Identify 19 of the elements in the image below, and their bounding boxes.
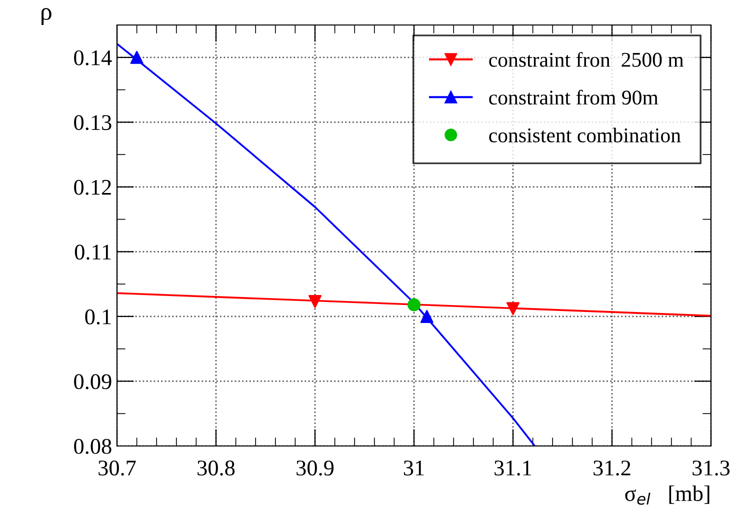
x-tick-label: 30.8 bbox=[198, 460, 235, 476]
text: σ$_{el}$ [mb] bbox=[625, 485, 710, 505]
y-tick-label: 0.11 bbox=[74, 244, 111, 260]
y-tick-label: 0.12 bbox=[74, 180, 111, 195]
y-tick-label: 0.14 bbox=[74, 50, 112, 66]
x-tick-label: 31.1 bbox=[494, 460, 532, 476]
x-tick-label: 30.7 bbox=[98, 460, 136, 476]
legend-label: consistent combination bbox=[489, 128, 681, 142]
x-tick-label: 30.9 bbox=[296, 460, 334, 476]
x-tick-label: 31.2 bbox=[594, 460, 630, 476]
legend-label: constraint from 90m bbox=[489, 90, 658, 105]
legend-label: constraint fron 2500 m bbox=[489, 52, 684, 67]
y-tick-label: 0.09 bbox=[74, 374, 112, 390]
x-tick-label: 31 bbox=[404, 460, 424, 476]
y-tick-label: 0.08 bbox=[74, 438, 112, 454]
y-tick-label: 0.1 bbox=[85, 309, 111, 324]
x-tick-label: 31.3 bbox=[692, 460, 730, 476]
y-tick-label: 0.13 bbox=[74, 115, 112, 130]
y-axis-title: ρ bbox=[42, 8, 52, 25]
